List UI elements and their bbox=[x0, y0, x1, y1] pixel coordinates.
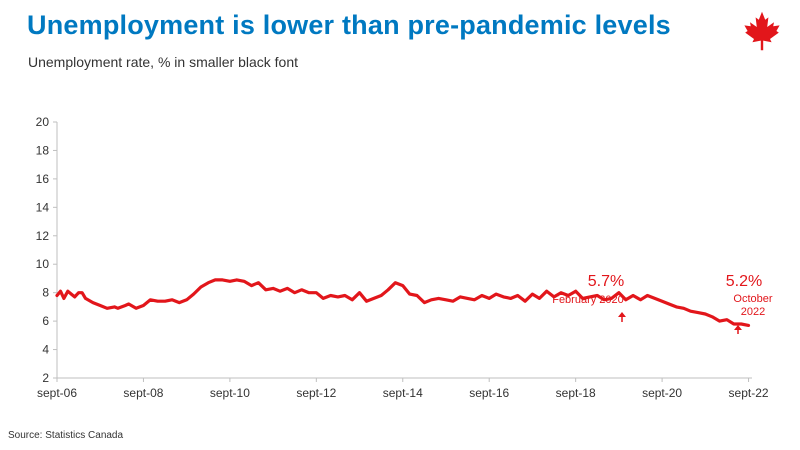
annotation-value-oct-2022: 5.2% bbox=[726, 273, 762, 290]
maple-leaf-icon bbox=[744, 11, 780, 51]
annotation-value-feb-2020: 5.7% bbox=[588, 273, 624, 290]
x-tick-label: sept-14 bbox=[383, 386, 423, 400]
y-tick-label: 14 bbox=[36, 200, 50, 214]
unemployment-series-line bbox=[55, 278, 751, 327]
y-tick-label: 6 bbox=[42, 314, 49, 328]
x-tick-label: sept-12 bbox=[296, 386, 336, 400]
y-tick-label: 20 bbox=[36, 115, 50, 129]
x-tick-label: sept-10 bbox=[210, 386, 250, 400]
annotation-label-oct-2022-line2: 2022 bbox=[741, 306, 765, 318]
y-tick-label: 8 bbox=[42, 286, 49, 300]
x-tick-label: sept-18 bbox=[556, 386, 596, 400]
x-tick-label: sept-16 bbox=[469, 386, 509, 400]
maple-marker-icon bbox=[734, 325, 742, 330]
x-tick-label: sept-20 bbox=[642, 386, 682, 400]
source-note: Source: Statistics Canada bbox=[8, 430, 124, 441]
x-tick-label: sept-08 bbox=[123, 386, 163, 400]
annotation-label-oct-2022-line1: October bbox=[733, 293, 772, 305]
page-title: Unemployment is lower than pre-pandemic … bbox=[27, 10, 671, 40]
y-tick-label: 2 bbox=[42, 371, 49, 385]
x-tick-label: sept-22 bbox=[729, 386, 769, 400]
y-tick-label: 12 bbox=[36, 229, 50, 243]
maple-marker-icon bbox=[618, 312, 626, 317]
y-tick-label: 4 bbox=[42, 343, 49, 357]
y-tick-label: 16 bbox=[36, 172, 50, 186]
y-tick-label: 10 bbox=[36, 257, 50, 271]
y-tick-label: 18 bbox=[36, 143, 50, 157]
x-tick-label: sept-06 bbox=[37, 386, 77, 400]
line-chart: 2 4 6 8 10 12 14 16 18 20 sept-06 sept-08 sept-10 sep… bbox=[36, 115, 773, 400]
page-subtitle: Unemployment rate, % in smaller black fo… bbox=[28, 54, 298, 70]
annotation-label-feb-2020: February 2020 bbox=[552, 294, 624, 306]
